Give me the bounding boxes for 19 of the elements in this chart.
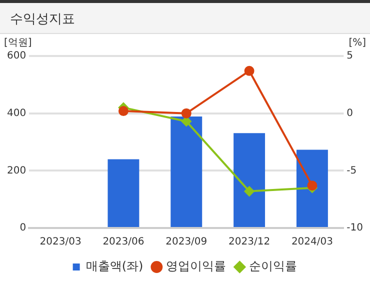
x-tick-label: 2024/03: [291, 236, 333, 248]
y-tick-label: 400: [6, 108, 26, 119]
x-tick-label: 2023/12: [228, 236, 270, 248]
y-axis-title: [억원]: [4, 38, 32, 49]
chart-title: 수익성지표: [0, 0, 370, 34]
y2-tick-label: -5: [346, 165, 357, 176]
y-tick-label: 0: [20, 222, 26, 234]
x-tick-label: 2023/03: [40, 236, 82, 248]
y2-tick-label: 0: [346, 108, 354, 119]
y2-tick-label: -10: [346, 222, 364, 234]
legend-label: 영업이익률: [166, 259, 226, 274]
x-tick-label: 2023/06: [102, 236, 144, 248]
y2-axis-title: [%]: [348, 38, 366, 49]
x-tick-label: 2023/09: [166, 236, 208, 248]
legend-label: 매출액(좌): [86, 259, 144, 274]
legend-label: 순이익률: [249, 259, 298, 274]
y-tick-label: 600: [6, 50, 26, 62]
y-tick-label: 200: [6, 165, 26, 176]
y2-tick-label: 5: [346, 50, 354, 62]
